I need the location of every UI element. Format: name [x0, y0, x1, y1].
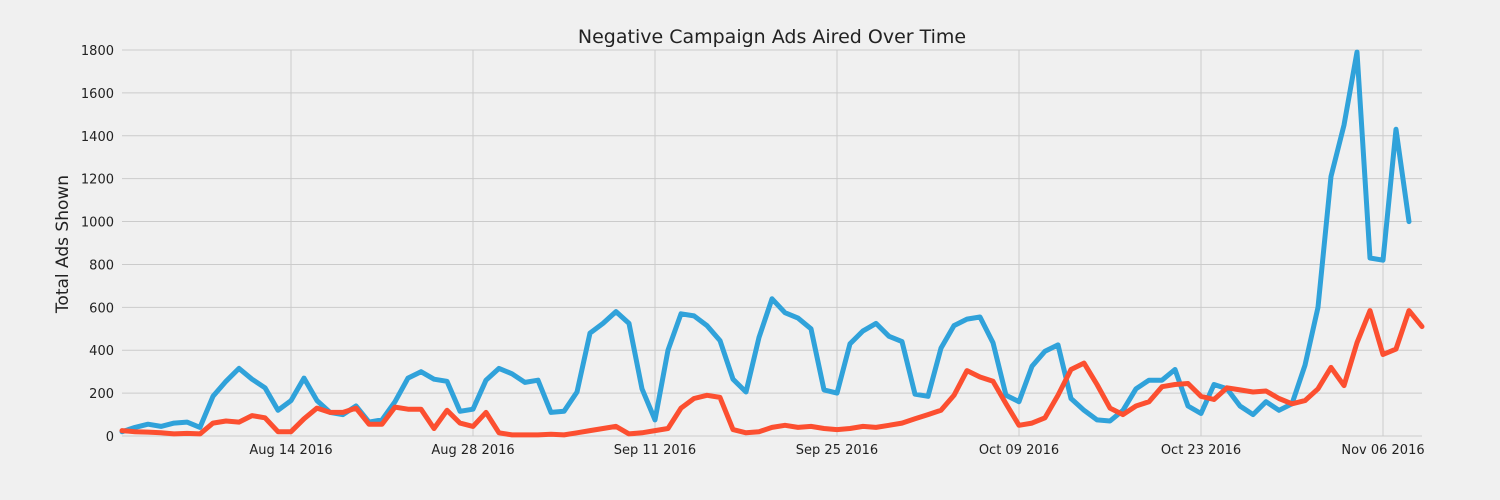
- grid: [122, 49, 1422, 437]
- x-tick-label: Aug 14 2016: [249, 443, 332, 458]
- series-layer: [119, 49, 1425, 438]
- y-tick-label: 400: [89, 344, 114, 359]
- x-tick-label: Aug 28 2016: [431, 443, 514, 458]
- chart-title: Negative Campaign Ads Aired Over Time: [578, 26, 966, 48]
- y-tick-label: 1400: [81, 130, 114, 145]
- x-tick-label: Sep 11 2016: [614, 443, 696, 458]
- x-tick-label: Nov 06 2016: [1341, 443, 1424, 458]
- y-tick-label: 800: [89, 258, 114, 273]
- y-tick-label: 1800: [81, 44, 114, 59]
- x-tick-label: Sep 25 2016: [796, 443, 878, 458]
- y-tick-label: 600: [89, 301, 114, 316]
- y-tick-label: 200: [89, 387, 114, 402]
- y-tick-label: 1000: [81, 216, 114, 231]
- x-tick-label: Oct 23 2016: [1161, 443, 1241, 458]
- y-axis-ticks: 0 200 400 600 800 1000 1200 1400 1600 1800: [81, 44, 114, 445]
- x-tick-label: Oct 09 2016: [979, 443, 1059, 458]
- y-tick-label: 1600: [81, 87, 114, 102]
- y-axis-label: Total Ads Shown: [53, 175, 73, 314]
- y-tick-label: 0: [106, 430, 114, 445]
- series-line-1: [119, 49, 1412, 435]
- y-tick-label: 1200: [81, 173, 114, 188]
- series-line-2: [119, 308, 1425, 438]
- x-axis-ticks: Aug 14 2016 Aug 28 2016 Sep 11 2016 Sep 25 …: [249, 443, 1424, 458]
